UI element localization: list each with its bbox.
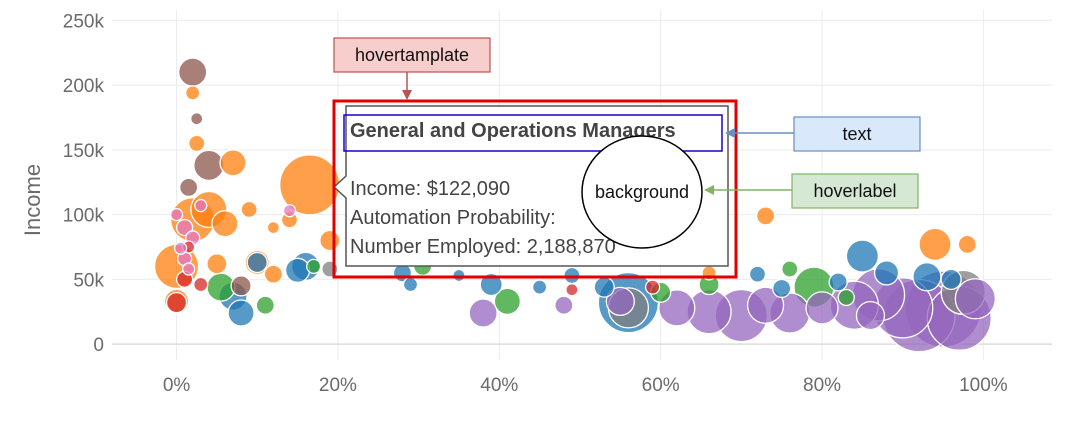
bubble-point[interactable]	[284, 257, 311, 283]
bubble-point[interactable]	[178, 57, 208, 87]
bubble-point[interactable]	[563, 266, 581, 285]
bubble-point[interactable]	[219, 149, 247, 177]
bubble-point[interactable]	[255, 295, 275, 315]
bubble-point[interactable]	[319, 229, 341, 252]
bubble-point[interactable]	[173, 241, 188, 255]
hover-line-income: Income: $122,090	[350, 178, 510, 200]
y-tick-label: 150k	[63, 141, 105, 162]
background-callout-label: background	[595, 182, 689, 202]
y-axis-title: Income	[20, 164, 45, 236]
bubble-point[interactable]	[468, 298, 498, 328]
bubble-point[interactable]	[781, 260, 799, 278]
bubble-point[interactable]	[746, 286, 785, 324]
bubble-point[interactable]	[755, 206, 776, 226]
bubble-point[interactable]	[828, 272, 848, 292]
bubble-point[interactable]	[402, 276, 419, 293]
bubble-point[interactable]	[194, 198, 208, 213]
text-callout-label: text	[842, 124, 871, 144]
bubble-point[interactable]	[452, 268, 466, 283]
bubble-point[interactable]	[282, 204, 297, 218]
bubble-point[interactable]	[206, 253, 228, 275]
bubble-point[interactable]	[605, 286, 635, 317]
bubble-point[interactable]	[837, 288, 855, 307]
callout-hoverlabel: hoverlabel	[704, 173, 919, 209]
y-tick-label: 200k	[63, 76, 105, 97]
x-axis-ticks: 0% 20% 40% 60% 80% 100%	[163, 375, 1008, 396]
bubble-point[interactable]	[873, 260, 900, 286]
bubble-point[interactable]	[593, 276, 615, 298]
hover-line-automation: Automation Probability:	[350, 207, 556, 229]
x-tick-label: 40%	[480, 375, 518, 396]
hover-title: General and Operations Managers	[350, 120, 676, 142]
y-axis-ticks: 0 50k 100k 150k 200k 250k	[63, 11, 105, 356]
hovertemplate-callout-label: hovertamplate	[355, 45, 469, 65]
bubble-point[interactable]	[190, 112, 204, 126]
bubble-point[interactable]	[805, 291, 839, 325]
bubble-point[interactable]	[957, 234, 977, 255]
bubble-point[interactable]	[565, 283, 579, 297]
y-tick-label: 100k	[63, 206, 105, 227]
bubble-point[interactable]	[193, 149, 225, 182]
bubble-point[interactable]	[493, 287, 522, 316]
bubble-point[interactable]	[246, 251, 268, 274]
bubble-point[interactable]	[179, 177, 199, 198]
x-tick-label: 60%	[642, 375, 680, 396]
y-tick-label: 50k	[73, 270, 104, 291]
bubble-point[interactable]	[193, 276, 209, 293]
hoverlabel-callout-label: hoverlabel	[813, 181, 896, 201]
bubble-point[interactable]	[211, 210, 239, 238]
bubble-point[interactable]	[772, 278, 792, 299]
bubble-point[interactable]	[306, 258, 322, 275]
background-callout-circle	[581, 135, 703, 249]
bubble-point[interactable]	[855, 300, 886, 331]
bubble-point[interactable]	[531, 279, 548, 295]
callout-text: text	[725, 116, 921, 152]
bubble-point[interactable]	[845, 239, 880, 273]
bubble-point[interactable]	[644, 279, 661, 295]
bubble-point[interactable]	[185, 85, 201, 101]
y-tick-label: 250k	[63, 11, 105, 32]
bubble-point[interactable]	[912, 262, 942, 292]
bubble-point[interactable]	[940, 268, 962, 291]
x-tick-label: 80%	[803, 375, 841, 396]
callout-hovertemplate: hovertamplate	[333, 37, 491, 100]
bubble-point[interactable]	[918, 227, 952, 262]
hoverlabel-callout-box	[791, 173, 919, 209]
bubble-point[interactable]	[227, 299, 255, 327]
bubble-point[interactable]	[165, 292, 188, 314]
x-tick-label: 20%	[319, 375, 357, 396]
hovertemplate-callout-box	[333, 37, 491, 73]
hover-line-employed: Number Employed: 2,188,870	[350, 236, 616, 258]
bubble-point[interactable]	[266, 220, 281, 235]
bubble-point[interactable]	[240, 200, 258, 219]
y-tick-label: 0	[93, 335, 104, 356]
bubble-point[interactable]	[230, 275, 252, 297]
text-callout-box	[793, 116, 921, 152]
bubble-point[interactable]	[479, 272, 503, 297]
x-tick-label: 0%	[163, 375, 191, 396]
bubble-point[interactable]	[188, 134, 206, 153]
bubble-point[interactable]	[263, 264, 284, 284]
x-tick-label: 100%	[959, 375, 1008, 396]
callout-background: background	[581, 135, 703, 249]
bubble-point[interactable]	[554, 295, 574, 315]
text-highlight-box	[343, 114, 723, 152]
bubble-point[interactable]	[182, 262, 196, 276]
bubble-point[interactable]	[748, 265, 767, 283]
bubble-point[interactable]	[169, 207, 184, 222]
hovertemplate-highlight-box	[332, 99, 738, 279]
bubble-point[interactable]	[954, 278, 996, 320]
